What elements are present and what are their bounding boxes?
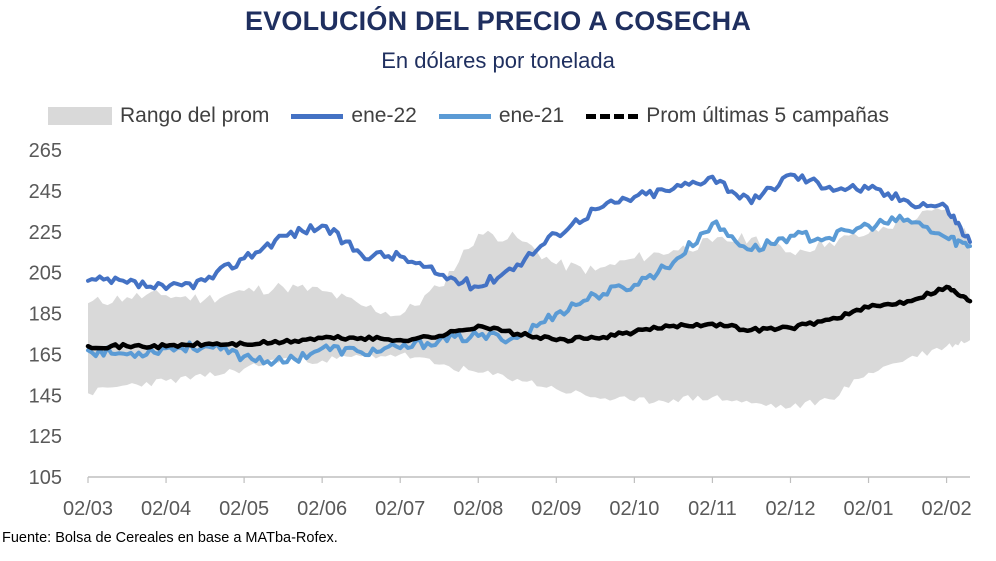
- y-tick-label: 185: [29, 304, 62, 326]
- legend-label-range: Rango del prom: [120, 104, 270, 127]
- source-note: Fuente: Bolsa de Cereales en base a MATb…: [2, 530, 338, 546]
- legend-swatch-range: [48, 107, 112, 125]
- x-tick-label: 02/11: [688, 498, 737, 520]
- series-line-ene-21: [86, 213, 972, 367]
- x-tick-label: 02/10: [609, 498, 659, 520]
- y-tick-label: 265: [29, 140, 62, 162]
- legend-swatch-ene22: [291, 113, 344, 119]
- range-band: [88, 208, 970, 409]
- y-tick-label: 245: [29, 181, 62, 203]
- x-tick-label: 02/12: [765, 498, 815, 520]
- x-tick-label: 02/06: [297, 498, 347, 520]
- y-tick-label: 105: [29, 467, 62, 489]
- series-line-ene-22: [86, 172, 972, 292]
- chart-title: EVOLUCIÓN DEL PRECIO A COSECHA: [244, 6, 752, 36]
- legend-label-ene22: ene-22: [351, 104, 417, 127]
- legend-swatch-ene21: [438, 113, 491, 119]
- x-tick-label: 02/05: [219, 498, 269, 520]
- x-tick-label: 02/09: [531, 498, 581, 520]
- legend-item-avg5: Prom últimas 5 campañas: [586, 104, 889, 128]
- legend-swatch-avg5: [586, 113, 639, 119]
- x-tick-label: 02/07: [375, 498, 425, 520]
- y-tick-label: 125: [29, 426, 62, 448]
- series-line-prom-5-campanas: [85, 284, 973, 351]
- x-tick-label: 02/04: [141, 498, 191, 520]
- x-tick-label: 02/03: [63, 498, 113, 520]
- y-tick-label: 165: [29, 344, 62, 366]
- legend-item-range: Rango del prom: [48, 104, 269, 128]
- legend-label-ene21: ene-21: [498, 104, 565, 127]
- legend-item-ene22: ene-22: [291, 104, 417, 128]
- x-tick-label: 02/02: [922, 498, 972, 520]
- y-tick-label: 225: [29, 222, 62, 244]
- legend: Rango del prom ene-22 ene-21 Prom última…: [48, 100, 911, 132]
- y-tick-label: 145: [29, 385, 62, 407]
- chart-subtitle: En dólares por tonelada: [381, 48, 615, 73]
- legend-label-avg5: Prom últimas 5 campañas: [646, 104, 889, 127]
- y-tick-label: 205: [29, 263, 62, 285]
- x-tick-label: 02/08: [453, 498, 503, 520]
- legend-item-ene21: ene-21: [438, 104, 565, 128]
- x-tick-label: 02/01: [843, 498, 893, 520]
